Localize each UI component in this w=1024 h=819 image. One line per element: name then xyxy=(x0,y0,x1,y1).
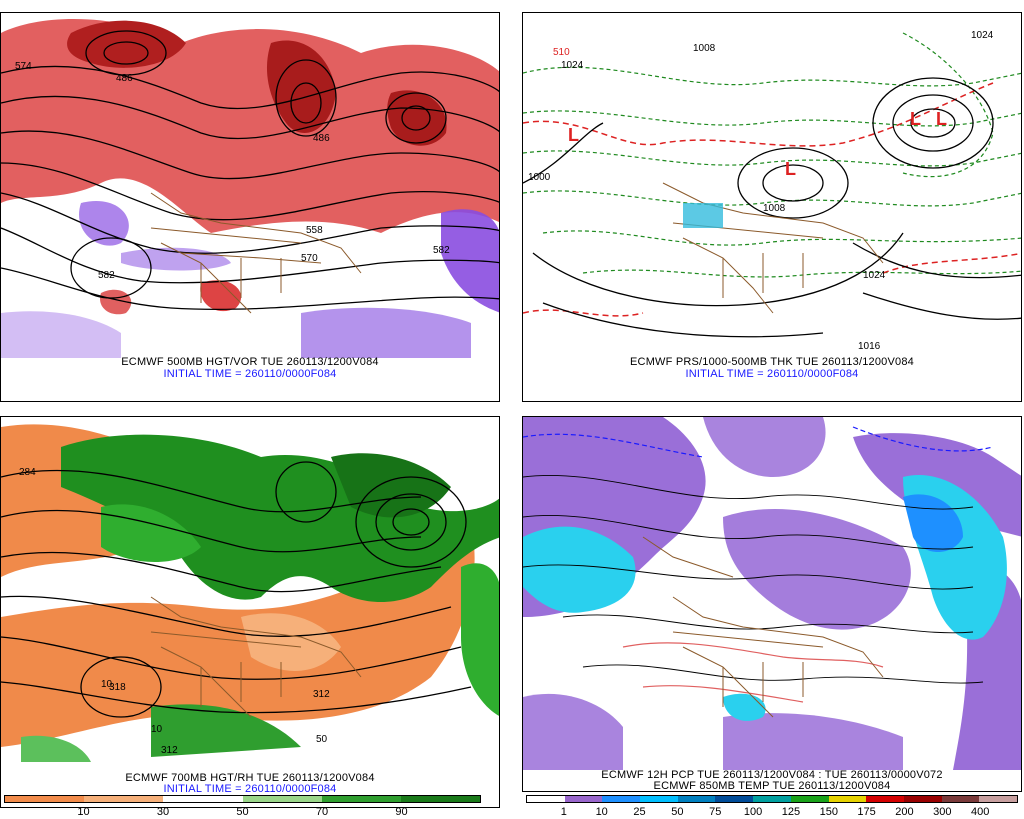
map-precip-850mb-temp xyxy=(523,417,1021,770)
colorbar-segment xyxy=(715,796,754,802)
colorbar-segment xyxy=(163,796,243,802)
panel-subtitle: ECMWF 850MB TEMP TUE 260113/1200V084 xyxy=(653,780,891,792)
contour-label: 10 xyxy=(101,679,113,690)
panel-500mb-hgt-vor: 574 486 486 582 582 558 570 ECMWF 500MB … xyxy=(0,12,500,402)
colorbar-tick-label: 125 xyxy=(781,806,801,818)
map-700mb-relative-humidity: 284 318 312 312 10 50 10 xyxy=(1,417,499,772)
map-pressure-thickness: L L L L 1000 1024 1008 1008 1024 1016 10… xyxy=(523,13,1021,358)
rh-colorbar-ticks: 10 30 50 70 90 xyxy=(4,806,481,819)
colorbar-tick-label: 10 xyxy=(77,806,90,818)
colorbar-segment xyxy=(5,796,85,802)
contour-label: 312 xyxy=(161,745,178,756)
colorbar-tick-label: 200 xyxy=(895,806,914,818)
colorbar-tick-label: 50 xyxy=(671,806,684,818)
contour-label: 1024 xyxy=(863,270,886,281)
contour-label: 510 xyxy=(553,47,570,58)
colorbar-segment xyxy=(527,796,565,802)
contour-label: 558 xyxy=(306,225,323,236)
contour-label: 486 xyxy=(313,133,330,144)
colorbar-tick-label: 300 xyxy=(933,806,952,818)
colorbar-segment xyxy=(640,796,678,802)
panel-prs-1000-500mb-thk: L L L L 1000 1024 1008 1008 1024 1016 10… xyxy=(522,12,1022,402)
colorbar-segment xyxy=(790,796,829,802)
contour-label: 486 xyxy=(116,73,133,84)
low-pressure-marker: L xyxy=(910,109,921,129)
panel-title: ECMWF PRS/1000-500MB THK TUE 260113/1200… xyxy=(630,356,914,368)
contour-label: 1008 xyxy=(693,43,716,54)
low-pressure-marker: L xyxy=(568,125,579,145)
precip-colorbar-ticks: 1 10 25 50 75 100 125 150 175 200 300 400 xyxy=(526,806,1018,819)
precip-colorbar xyxy=(526,795,1018,803)
rh-colorbar xyxy=(4,795,481,803)
colorbar-segment xyxy=(677,796,716,802)
colorbar-segment xyxy=(979,796,1017,802)
colorbar-tick-label: 150 xyxy=(819,806,838,818)
colorbar-segment xyxy=(753,796,791,802)
low-pressure-marker: L xyxy=(936,109,947,129)
contour-label: 50 xyxy=(316,734,328,745)
panel-initial-time: INITIAL TIME = 260110/0000F084 xyxy=(163,368,337,380)
colorbar-tick-label: 70 xyxy=(315,806,329,818)
contour-label: 1024 xyxy=(561,60,584,71)
colorbar-tick-label: 175 xyxy=(857,806,876,818)
contour-label: 570 xyxy=(301,253,318,264)
colorbar-segment xyxy=(242,796,322,802)
colorbar-tick-label: 50 xyxy=(236,806,249,818)
colorbar-segment xyxy=(866,796,904,802)
panel-initial-time: INITIAL TIME = 260110/0000F084 xyxy=(163,783,337,795)
colorbar-segment xyxy=(941,796,980,802)
contour-label: 582 xyxy=(433,245,450,256)
panel-700mb-hgt-rh: 284 318 312 312 10 50 10 ECMWF 700MB HGT… xyxy=(0,416,500,808)
contour-label: 1008 xyxy=(763,203,786,214)
contour-label: 574 xyxy=(15,61,32,72)
contour-label: 1024 xyxy=(971,30,994,41)
colorbar-tick-label: 1 xyxy=(560,806,567,818)
colorbar-tick-label: 75 xyxy=(709,806,722,818)
contour-label: 312 xyxy=(313,689,330,700)
colorbar-tick-label: 90 xyxy=(395,806,408,818)
panel-initial-time: INITIAL TIME = 260110/0000F084 xyxy=(685,368,859,380)
panel-title: ECMWF 500MB HGT/VOR TUE 260113/1200V084 xyxy=(121,356,379,368)
contour-label: 10 xyxy=(151,724,163,735)
colorbar-segment xyxy=(400,796,480,802)
colorbar-segment xyxy=(602,796,641,802)
colorbar-tick-label: 25 xyxy=(633,806,646,818)
contour-label: 1016 xyxy=(858,341,881,352)
colorbar-segment xyxy=(321,796,401,802)
panel-title: ECMWF 12H PCP TUE 260113/1200V084 : TUE … xyxy=(601,769,943,781)
panel-title: ECMWF 700MB HGT/RH TUE 260113/1200V084 xyxy=(125,772,375,784)
colorbar-tick-label: 400 xyxy=(970,806,990,818)
colorbar-tick-label: 30 xyxy=(156,806,170,818)
low-pressure-marker: L xyxy=(785,159,796,179)
panel-12h-precip-850mb-temp: ECMWF 12H PCP TUE 260113/1200V084 : TUE … xyxy=(522,416,1022,792)
contour-label: 318 xyxy=(109,682,126,693)
contour-label: 1000 xyxy=(528,172,551,183)
colorbar-segment xyxy=(903,796,942,802)
map-500mb-vorticity: 574 486 486 582 582 558 570 xyxy=(1,13,499,358)
colorbar-tick-label: 10 xyxy=(595,806,608,818)
contour-label: 582 xyxy=(98,270,115,281)
colorbar-segment xyxy=(84,796,164,802)
colorbar-tick-label: 100 xyxy=(743,806,763,818)
colorbar-segment xyxy=(564,796,603,802)
contour-label: 284 xyxy=(19,467,36,478)
colorbar-segment xyxy=(828,796,867,802)
